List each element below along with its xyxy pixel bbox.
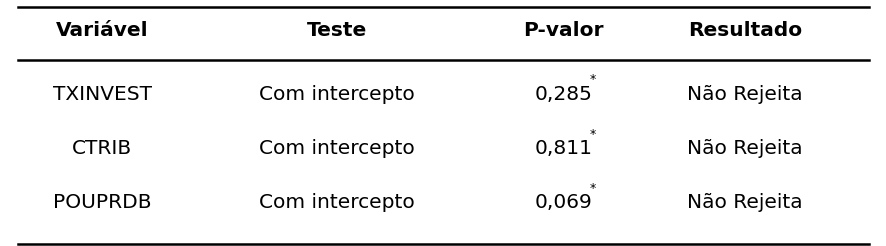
Text: Não Rejeita: Não Rejeita	[687, 139, 802, 158]
Text: Com intercepto: Com intercepto	[259, 193, 415, 213]
Text: *: *	[588, 128, 595, 140]
Text: Variável: Variável	[56, 21, 148, 40]
Text: Teste: Teste	[307, 21, 367, 40]
Text: *: *	[588, 182, 595, 195]
Text: TXINVEST: TXINVEST	[52, 85, 152, 104]
Text: Resultado: Resultado	[688, 21, 801, 40]
Text: P-valor: P-valor	[523, 21, 602, 40]
Text: POUPRDB: POUPRDB	[52, 193, 152, 213]
Text: 0,811: 0,811	[533, 139, 592, 158]
Text: Não Rejeita: Não Rejeita	[687, 193, 802, 213]
Text: *: *	[588, 74, 595, 86]
Text: CTRIB: CTRIB	[72, 139, 132, 158]
Text: Com intercepto: Com intercepto	[259, 85, 415, 104]
Text: 0,069: 0,069	[533, 193, 592, 213]
Text: Com intercepto: Com intercepto	[259, 139, 415, 158]
Text: Não Rejeita: Não Rejeita	[687, 85, 802, 104]
Text: 0,285: 0,285	[533, 85, 592, 104]
